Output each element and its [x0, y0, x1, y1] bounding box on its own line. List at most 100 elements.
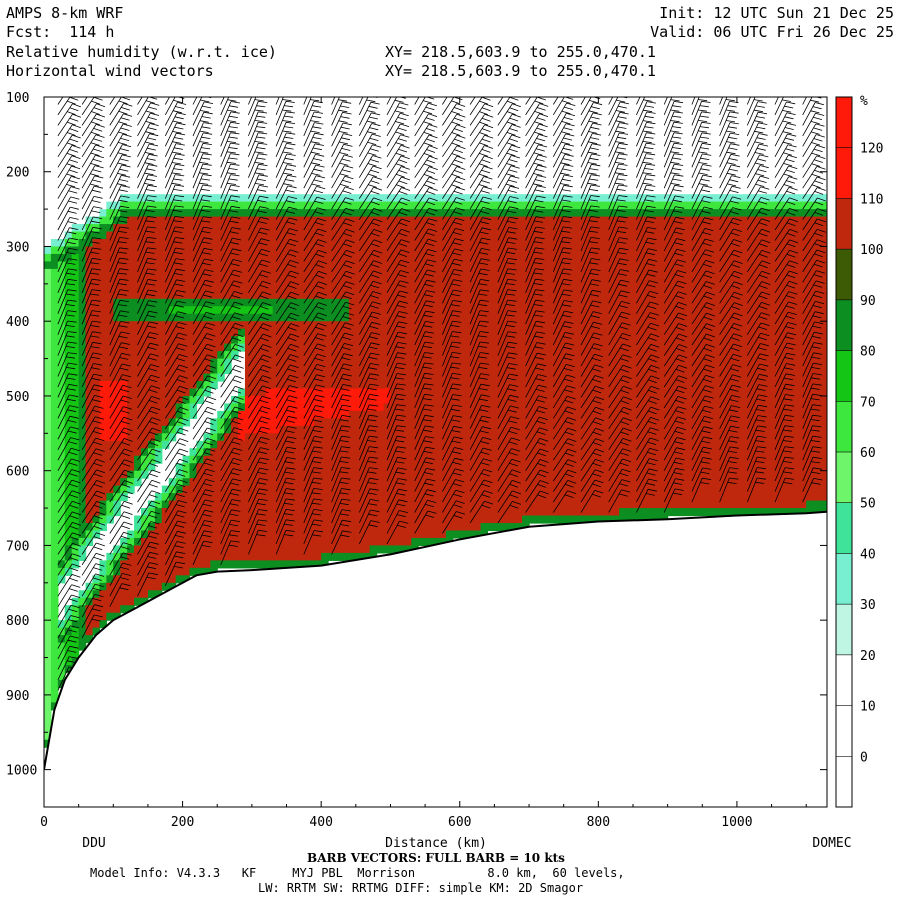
rh-cell [71, 336, 80, 345]
rh-cell [265, 201, 274, 210]
rh-cell [709, 448, 717, 457]
rh-cell [182, 194, 191, 203]
rh-cell [44, 694, 52, 703]
rh-cell [452, 231, 461, 240]
rh-cell [369, 537, 378, 547]
rh-cell [480, 201, 489, 210]
rh-cell [64, 478, 73, 487]
rh-cell [605, 209, 613, 218]
rh-cell [307, 448, 315, 457]
rh-cell [743, 373, 752, 382]
rh-cell [217, 328, 225, 337]
rh-cell [85, 597, 94, 606]
rh-cell [438, 485, 447, 494]
rh-cell [570, 283, 579, 292]
rh-cell [418, 433, 426, 442]
rh-cell [466, 268, 475, 277]
rh-cell [99, 209, 107, 218]
rh-cell [64, 328, 73, 337]
rh-cell [335, 530, 343, 539]
rh-cell [168, 381, 177, 390]
rh-cell [598, 321, 606, 330]
rh-cell [141, 291, 149, 300]
rh-cell [57, 560, 66, 569]
rh-cell [695, 336, 703, 345]
rh-cell [161, 381, 170, 390]
rh-cell [459, 328, 468, 337]
rh-cell [307, 261, 315, 270]
rh-cell [279, 478, 288, 487]
rh-cell [71, 231, 80, 240]
rh-cell [411, 523, 419, 532]
rh-cell [445, 231, 454, 240]
rh-cell [598, 276, 606, 285]
rh-cell [667, 261, 676, 270]
rh-cell [265, 381, 274, 390]
rh-cell [168, 373, 177, 382]
rh-cell [314, 291, 322, 300]
rh-cell [487, 209, 495, 218]
rh-cell [653, 276, 662, 285]
rh-cell [646, 298, 655, 307]
rh-cell [272, 395, 281, 405]
rh-cell [355, 433, 364, 442]
rh-cell [729, 455, 738, 464]
rh-cell [78, 552, 87, 561]
rh-cell [549, 291, 558, 300]
rh-cell [258, 381, 267, 390]
rh-cell [653, 388, 662, 397]
rh-cell [466, 530, 475, 539]
rh-cell [750, 351, 759, 360]
rh-cell [556, 253, 565, 263]
rh-cell [328, 440, 336, 449]
rh-cell [196, 231, 204, 240]
rh-cell [716, 470, 724, 479]
rh-cell [189, 478, 198, 487]
rh-cell [584, 291, 593, 300]
rh-cell [341, 410, 350, 419]
rh-cell [438, 500, 447, 509]
rh-cell [355, 537, 364, 547]
rh-cell [113, 590, 121, 599]
rh-cell [542, 448, 551, 457]
rh-cell [279, 239, 288, 248]
rh-cell [709, 433, 717, 442]
rh-cell [341, 283, 350, 292]
rh-cell [120, 567, 128, 576]
rh-cell [508, 455, 516, 464]
rh-cell [272, 366, 281, 375]
rh-cell [653, 224, 662, 233]
rh-cell [120, 246, 128, 255]
rh-cell [64, 321, 73, 330]
rh-cell [591, 388, 599, 397]
rh-cell [321, 253, 329, 263]
rh-cell [92, 328, 101, 337]
rh-cell [646, 194, 655, 203]
rh-cell [501, 209, 509, 218]
rh-cell [667, 216, 676, 225]
rh-cell [335, 209, 343, 218]
rh-cell [549, 239, 558, 248]
rh-cell [570, 313, 579, 322]
rh-cell [376, 433, 385, 442]
rh-cell [584, 373, 593, 382]
rh-cell [570, 306, 579, 315]
rh-cell [501, 485, 509, 494]
rh-cell [92, 515, 101, 524]
rh-cell [688, 425, 696, 434]
rh-cell [418, 231, 426, 240]
rh-cell [542, 231, 551, 240]
rh-cell [674, 448, 683, 457]
rh-cell [265, 508, 274, 517]
rh-cell [141, 388, 149, 397]
rh-cell [771, 321, 780, 330]
rh-cell [508, 448, 516, 457]
rh-cell [598, 201, 606, 210]
rh-cell [106, 590, 114, 599]
rh-cell [307, 433, 315, 442]
rh-cell [709, 224, 717, 233]
rh-cell [369, 224, 378, 233]
rh-cell [120, 276, 128, 285]
rh-cell [736, 321, 745, 330]
rh-cell [577, 358, 586, 367]
